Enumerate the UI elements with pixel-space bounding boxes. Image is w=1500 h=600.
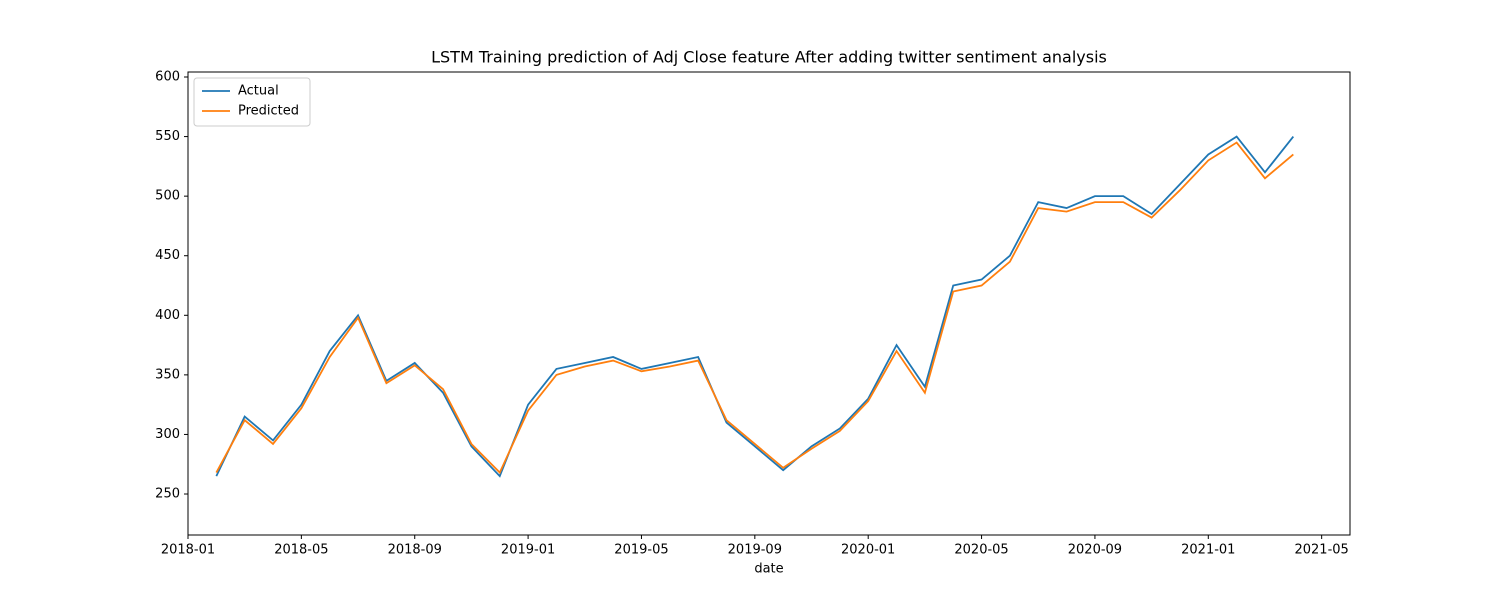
chart-title: LSTM Training prediction of Adj Close fe… (431, 48, 1107, 67)
y-tick-label: 600 (155, 70, 180, 85)
x-tick-label: 2020-09 (1068, 543, 1122, 558)
legend-box (193, 77, 311, 127)
x-tick-label: 2019-01 (501, 543, 555, 558)
y-tick-label: 450 (155, 248, 180, 263)
x-axis-label: date (754, 562, 783, 577)
x-tick-label: 2021-05 (1294, 543, 1348, 558)
y-tick-label: 300 (155, 427, 180, 442)
x-tick-label: 2019-05 (614, 543, 668, 558)
y-tick-label: 400 (155, 308, 180, 323)
y-tick-label: 500 (155, 189, 180, 204)
x-tick-label: 2021-01 (1181, 543, 1235, 558)
x-tick-label: 2018-09 (388, 543, 442, 558)
line-series (215, 135, 1295, 478)
y-tick-label: 550 (155, 129, 180, 144)
x-tick-label: 2018-05 (274, 543, 328, 558)
y-tick-label: 250 (155, 487, 180, 502)
plot-frame (187, 71, 1351, 536)
line-series (215, 141, 1294, 475)
x-tick-label: 2019-09 (728, 543, 782, 558)
legend-label: Actual (238, 84, 279, 99)
x-tick-label: 2020-01 (841, 543, 895, 558)
legend-label: Predicted (238, 104, 299, 119)
y-tick-label: 350 (155, 367, 180, 382)
x-tick-label: 2020-05 (954, 543, 1008, 558)
x-tick-label: 2018-01 (161, 543, 215, 558)
